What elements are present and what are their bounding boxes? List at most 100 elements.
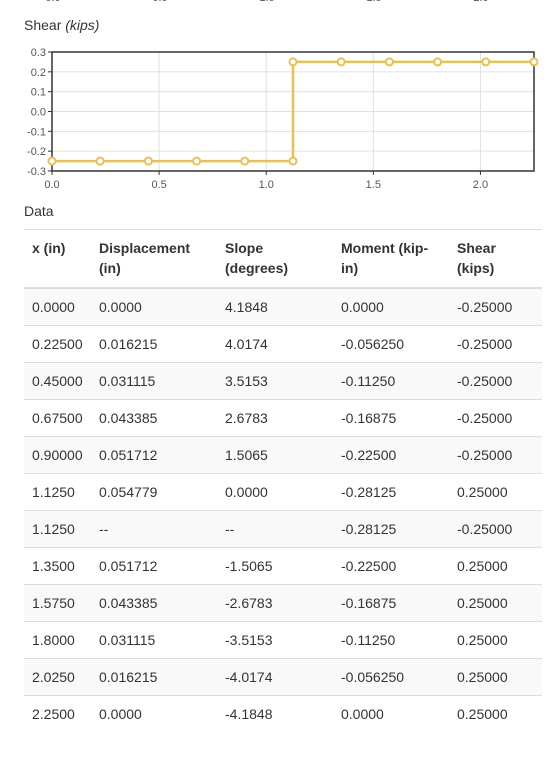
previous-x-tick-label: 1.5 (366, 0, 381, 4)
table-cell: 0.0000 (24, 288, 91, 326)
table-cell: 0.25000 (449, 695, 542, 732)
table-cell: 1.3500 (24, 547, 91, 585)
table-cell: 0.0000 (91, 695, 217, 732)
table-cell: 1.1250 (24, 510, 91, 548)
shear-series-line (52, 60, 534, 163)
x-tick-label: 0.0 (44, 179, 59, 191)
table-cell: -0.25000 (449, 325, 542, 363)
table-row: 1.1250 -- -- -0.28125 -0.25000 (24, 510, 542, 548)
x-tick-label: 2.0 (473, 179, 488, 191)
chart-title-text: Shear (24, 17, 62, 33)
table-cell: 1.8000 (24, 621, 91, 659)
table-cell: 0.016215 (91, 658, 217, 696)
table-cell: 0.0000 (333, 288, 449, 326)
table-cell: -0.25000 (449, 288, 542, 326)
y-tick-label: 0.1 (31, 87, 46, 99)
data-table: x (in) Displacement (in) Slope (degrees) Mo… (24, 229, 542, 732)
data-point (433, 57, 443, 67)
chart-title-unit: (kips) (65, 17, 100, 33)
data-point (529, 57, 539, 67)
table-cell: 0.90000 (24, 436, 91, 474)
table-cell: 0.25000 (449, 621, 542, 659)
table-cell: 0.0000 (217, 473, 333, 511)
data-point (336, 57, 346, 67)
table-cell: -0.11250 (333, 621, 449, 659)
table-row: 1.3500 0.051712 -1.5065 -0.22500 0.25000 (24, 547, 542, 585)
data-point (95, 156, 105, 166)
table-cell: 0.051712 (91, 547, 217, 585)
table-cell: 0.031115 (91, 362, 217, 400)
table-cell: -0.056250 (333, 658, 449, 696)
data-point (47, 156, 57, 166)
table-row: 1.5750 0.043385 -2.6783 -0.16875 0.25000 (24, 584, 542, 622)
data-point (481, 57, 491, 67)
table-row: 0.45000 0.031115 3.5153 -0.11250 -0.25000 (24, 362, 542, 400)
y-tick-label: -0.3 (27, 166, 46, 178)
table-cell: 1.5750 (24, 584, 91, 622)
previous-x-tick-label: 0.0 (45, 0, 60, 4)
x-tick-label: 0.5 (151, 179, 166, 191)
table-cell: 4.0174 (217, 325, 333, 363)
table-cell: -3.5153 (217, 621, 333, 659)
data-point (143, 156, 153, 166)
table-cell: 0.45000 (24, 362, 91, 400)
table-cell: -0.22500 (333, 436, 449, 474)
table-cell: 2.2500 (24, 695, 91, 732)
y-tick-label: -0.2 (27, 146, 46, 158)
column-header: Shear (kips) (449, 229, 542, 289)
table-cell: 0.043385 (91, 399, 217, 437)
table-cell: 1.1250 (24, 473, 91, 511)
table-cell: 2.0250 (24, 658, 91, 696)
table-cell: -4.1848 (217, 695, 333, 732)
table-cell: 0.25000 (449, 584, 542, 622)
previous-x-tick-label: 0.5 (152, 0, 167, 4)
x-tick-label: 1.5 (366, 179, 381, 191)
previous-x-tick-label: 2.0 (473, 0, 488, 4)
previous-chart-axis-remnant: 0.0 0.5 1.0 1.5 2.0 (0, 0, 558, 8)
table-cell: -0.28125 (333, 473, 449, 511)
table-cell: -- (91, 510, 217, 548)
table-row: 1.1250 0.054779 0.0000 -0.28125 0.25000 (24, 473, 542, 511)
column-header: Displacement (in) (91, 229, 217, 289)
x-tick-label: 1.0 (259, 179, 274, 191)
table-cell: -0.11250 (333, 362, 449, 400)
table-cell: 0.25000 (449, 547, 542, 585)
table-cell: 0.0000 (333, 695, 449, 732)
table-cell: -0.22500 (333, 547, 449, 585)
table-cell: 0.25000 (449, 473, 542, 511)
y-tick-label: -0.1 (27, 126, 46, 138)
table-header-row: x (in) Displacement (in) Slope (degrees) Mo… (24, 229, 542, 289)
table-row: 1.8000 0.031115 -3.5153 -0.11250 0.25000 (24, 621, 542, 659)
table-cell: 1.5065 (217, 436, 333, 474)
table-cell: -1.5065 (217, 547, 333, 585)
y-tick-label: 0.2 (31, 67, 46, 79)
table-cell: 0.043385 (91, 584, 217, 622)
column-header: x (in) (24, 229, 91, 289)
column-header: Slope (degrees) (217, 229, 333, 289)
data-point (288, 57, 298, 67)
table-cell: 0.016215 (91, 325, 217, 363)
data-point (288, 156, 298, 166)
table-row: 0.22500 0.016215 4.0174 -0.056250 -0.25000 (24, 325, 542, 363)
table-cell: 3.5153 (217, 362, 333, 400)
data-heading: Data (24, 203, 54, 219)
table-cell: -0.056250 (333, 325, 449, 363)
table-cell: -2.6783 (217, 584, 333, 622)
table-cell: 0.0000 (91, 288, 217, 326)
chart-title: Shear (kips) (24, 17, 99, 33)
shear-chart: 0.30.20.10.0-0.1-0.2-0.30.0 0.5 1.0 1.5 2.0 (27, 47, 539, 191)
table-cell: -0.25000 (449, 436, 542, 474)
table-cell: 0.031115 (91, 621, 217, 659)
data-point (240, 156, 250, 166)
table-body: 0.0000 0.0000 4.1848 0.0000 -0.25000 0.22500 0… (24, 288, 542, 732)
table-cell: -0.16875 (333, 584, 449, 622)
data-point (384, 57, 394, 67)
column-header: Moment (kip-in) (333, 229, 449, 289)
table-cell: -4.0174 (217, 658, 333, 696)
previous-x-tick-label: 1.0 (259, 0, 274, 4)
table-cell: 0.054779 (91, 473, 217, 511)
table-cell: -0.28125 (333, 510, 449, 548)
table-cell: 0.051712 (91, 436, 217, 474)
data-point (192, 156, 202, 166)
table-cell: 0.25000 (449, 658, 542, 696)
